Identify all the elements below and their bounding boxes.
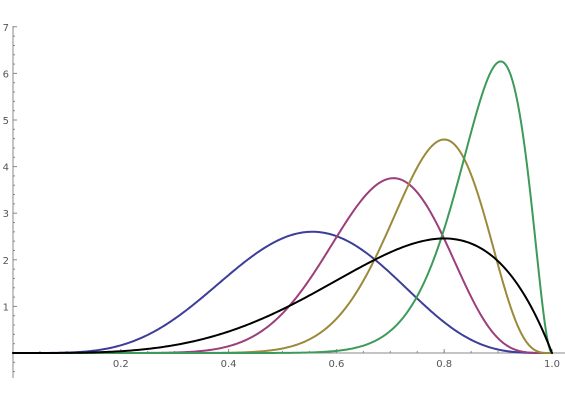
x-tick-label: 1.0 (544, 359, 560, 370)
y-tick-label: 5 (3, 116, 9, 127)
y-tick-label: 2 (3, 256, 9, 267)
y-tick-label: 6 (3, 69, 9, 80)
y-tick-label: 1 (3, 302, 9, 313)
series-group (12, 60, 553, 354)
axes (12, 26, 565, 378)
x-tick-label: 0.2 (113, 359, 129, 370)
series-line-1 (12, 230, 553, 354)
x-tick-label: 0.6 (328, 359, 344, 370)
y-tick-label: 7 (3, 23, 9, 34)
series-line-5 (12, 237, 553, 354)
y-ticks: 1 2 3 4 5 6 7 (3, 23, 17, 373)
y-tick-label: 3 (3, 209, 9, 220)
series-line-3 (12, 138, 553, 354)
x-tick-label: 0.8 (436, 359, 452, 370)
series-line-2 (12, 177, 553, 354)
x-tick-label: 0.4 (221, 359, 237, 370)
y-tick-label: 4 (3, 163, 9, 174)
